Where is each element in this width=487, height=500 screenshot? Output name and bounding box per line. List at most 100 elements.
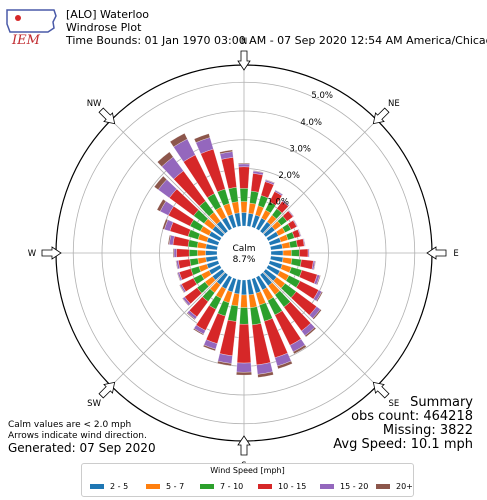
bar-segment: [289, 240, 298, 248]
bar-segment: [290, 258, 302, 267]
bar-segment: [293, 219, 299, 227]
direction-label-e: E: [453, 249, 458, 259]
radial-tick-label: 5.0%: [311, 91, 333, 101]
bar-segment: [303, 238, 306, 247]
bar-segment: [274, 189, 284, 195]
legend-label: 15 - 20: [340, 482, 369, 491]
direction-arrow: [426, 246, 447, 260]
bar-segment: [265, 179, 275, 184]
summary-avg-speed: Avg Speed: 10.1 mph: [333, 437, 473, 452]
bar-segment: [238, 162, 250, 165]
bar-segment: [296, 238, 305, 248]
bar-segment: [240, 201, 248, 213]
bar-segment: [154, 175, 167, 190]
calm-value: 8.7%: [233, 255, 256, 265]
legend-swatch: [376, 484, 390, 489]
legend-item: 7 - 10: [200, 482, 243, 491]
radial-tick-label: 4.0%: [300, 118, 322, 128]
bar-segment: [288, 209, 295, 217]
direction-arrow: [98, 381, 116, 399]
direction-label-nw: NW: [87, 99, 102, 109]
bar-segment: [298, 228, 302, 237]
legend-item: 20+: [376, 482, 413, 491]
bar-segment: [236, 362, 252, 373]
bar-segment: [227, 304, 239, 322]
direction-arrow: [41, 246, 62, 260]
windrose-bars: [154, 133, 323, 378]
bar-segment: [157, 151, 174, 167]
legend-swatch: [90, 484, 104, 489]
bar-segment: [248, 202, 257, 215]
legend-label: 7 - 10: [220, 482, 244, 491]
summary-title: Summary: [410, 395, 473, 410]
bar-segment: [299, 248, 309, 258]
legend-swatch: [146, 484, 160, 489]
bar-segment: [241, 279, 247, 296]
bar-segment: [239, 307, 249, 325]
bar-segment: [248, 293, 258, 308]
bar-segment: [231, 201, 240, 214]
grid-spoke: [262, 119, 378, 235]
legend-swatch: [258, 484, 272, 489]
iem-logo: IEM: [6, 9, 57, 48]
grid-spoke: [262, 271, 378, 387]
calm-label: Calm: [232, 244, 255, 254]
bar-segment: [250, 173, 264, 193]
bar-segment: [176, 248, 190, 258]
station-title: [ALO] Waterloo: [66, 8, 150, 21]
bar-segment: [186, 312, 196, 321]
grid-spoke: [110, 119, 226, 235]
legend-item: 2 - 5: [90, 482, 128, 491]
bar-segment: [189, 258, 199, 267]
legend-item: 5 - 7: [146, 482, 184, 491]
direction-arrow: [372, 107, 390, 125]
bar-segment: [277, 360, 293, 369]
bar-segment: [188, 249, 198, 257]
bar-segment: [236, 323, 252, 364]
bar-segment: [257, 371, 274, 378]
bar-segment: [241, 212, 247, 227]
bar-segment: [205, 250, 218, 256]
direction-arrow: [237, 435, 251, 456]
legend-swatch: [200, 484, 214, 489]
bar-segment: [238, 166, 250, 189]
legend-label: 5 - 7: [166, 482, 185, 491]
legend-label: 20+: [396, 482, 413, 491]
bar-segment: [282, 199, 290, 206]
radial-tick-label: 3.0%: [289, 144, 311, 154]
grid-ring: [101, 110, 387, 396]
bar-segment: [281, 241, 291, 249]
bar-segment: [249, 306, 262, 326]
bar-segment: [239, 188, 249, 202]
bar-segment: [173, 248, 177, 258]
time-bounds: Time Bounds: 01 Jan 1970 03:00 AM - 07 S…: [66, 34, 487, 47]
generated-date: Generated: 07 Sep 2020: [8, 441, 156, 455]
bar-segment: [249, 190, 259, 205]
bar-segment: [312, 309, 322, 320]
bar-segment: [193, 328, 204, 336]
bar-segment: [231, 293, 240, 307]
bar-segment: [156, 199, 167, 212]
bar-segment: [202, 344, 216, 352]
bar-segment: [313, 260, 316, 271]
direction-label-se: SE: [389, 399, 400, 409]
legend: Wind Speed [mph] 2 - 5 5 - 7 7 - 10 10 - 15…: [81, 463, 414, 497]
bar-segment: [197, 249, 206, 257]
direction-arrow: [98, 107, 116, 125]
arrows-note: Arrows indicate wind direction.: [8, 431, 147, 441]
summary-missing: Missing: 3822: [382, 423, 473, 438]
bar-segment: [236, 371, 252, 376]
bar-segment: [228, 187, 239, 203]
bar-segment: [176, 272, 181, 282]
legend-item: 15 - 20: [320, 482, 368, 491]
bar-segment: [270, 250, 284, 256]
plot-type: Windrose Plot: [66, 21, 142, 34]
bar-segment: [217, 360, 232, 366]
bar-segment: [197, 241, 207, 249]
legend-label: 2 - 5: [110, 482, 129, 491]
bar-segment: [172, 248, 175, 258]
bar-segment: [175, 260, 178, 270]
bar-segment: [253, 170, 264, 174]
direction-label-sw: SW: [87, 399, 101, 409]
